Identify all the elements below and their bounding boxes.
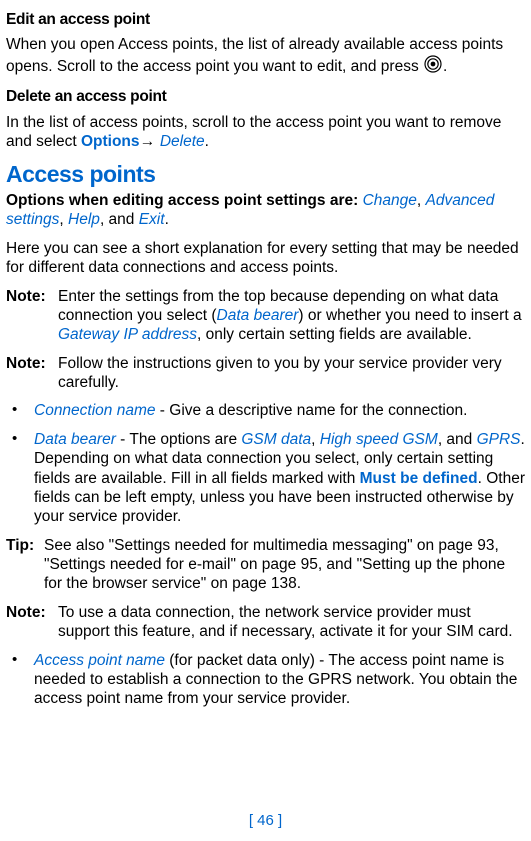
options-line: Options when editing access point settin… — [6, 191, 525, 230]
opt-change: Change — [363, 192, 417, 209]
note-3: Note: To use a data connection, the netw… — [6, 603, 525, 642]
bullet-body: Data bearer - The options are GSM data , … — [34, 430, 525, 527]
bullet-icon: • — [6, 401, 34, 420]
connection-name-link: Connection name — [34, 402, 156, 419]
tip-body: See also "Settings needed for multimedia… — [44, 536, 525, 594]
tip-block: Tip: See also "Settings needed for multi… — [6, 536, 525, 594]
b1-rest: - Give a descriptive name for the connec… — [156, 402, 468, 419]
gsm-data-link: GSM data — [241, 431, 311, 448]
delete-ap-heading: Delete an access point — [6, 87, 525, 106]
note-label: Note: — [6, 354, 58, 393]
edit-ap-heading: Edit an access point — [6, 10, 525, 29]
delete-option: Delete — [160, 133, 205, 150]
opt-tail: . — [165, 211, 169, 228]
bullet-icon: • — [6, 430, 34, 527]
apn-link: Access point name — [34, 652, 165, 669]
note-body: To use a data connection, the network se… — [58, 603, 525, 642]
gprs-link: GPRS — [477, 431, 521, 448]
data-bearer-link2: Data bearer — [34, 431, 116, 448]
b2-a: - The options are — [116, 431, 242, 448]
note-1: Note: Enter the settings from the top be… — [6, 287, 525, 345]
b2-and: , and — [438, 431, 477, 448]
intro-text: Here you can see a short explanation for… — [6, 239, 525, 278]
hs-gsm-link: High speed GSM — [320, 431, 438, 448]
bullet-data-bearer: • Data bearer - The options are GSM data… — [6, 430, 525, 527]
opt-help: Help — [68, 211, 100, 228]
note-body: Follow the instructions given to you by … — [58, 354, 525, 393]
access-points-heading: Access points — [6, 160, 525, 189]
note-body: Enter the settings from the top because … — [58, 287, 525, 345]
gateway-link: Gateway IP address — [58, 326, 197, 343]
note1-c: , only certain setting fields are availa… — [197, 326, 472, 343]
options-lead: Options when editing access point settin… — [6, 192, 363, 209]
options-softkey: Options — [81, 133, 140, 150]
delete-ap-text-b: . — [205, 133, 209, 150]
edit-ap-text-b: . — [443, 58, 447, 75]
must-be-defined-label: Must be defined — [360, 470, 478, 487]
delete-ap-body: In the list of access points, scroll to … — [6, 113, 525, 152]
note-label: Note: — [6, 287, 58, 345]
select-button-icon — [424, 55, 442, 78]
note1-b: ) or whether you need to insert a — [298, 307, 521, 324]
edit-ap-body: When you open Access points, the list of… — [6, 35, 525, 78]
bullet-apn: • Access point name (for packet data onl… — [6, 651, 525, 709]
note-label: Note: — [6, 603, 58, 642]
arrow-icon: → — [140, 132, 156, 151]
opt-exit: Exit — [139, 211, 165, 228]
bullet-body: Access point name (for packet data only)… — [34, 651, 525, 709]
page-number: [ 46 ] — [0, 812, 531, 831]
note-2: Note: Follow the instructions given to y… — [6, 354, 525, 393]
data-bearer-link: Data bearer — [217, 307, 299, 324]
opt-and: , and — [100, 211, 139, 228]
bullet-icon: • — [6, 651, 34, 709]
bullet-body: Connection name - Give a descriptive nam… — [34, 401, 525, 420]
bullet-connection-name: • Connection name - Give a descriptive n… — [6, 401, 525, 420]
tip-label: Tip: — [6, 536, 44, 594]
